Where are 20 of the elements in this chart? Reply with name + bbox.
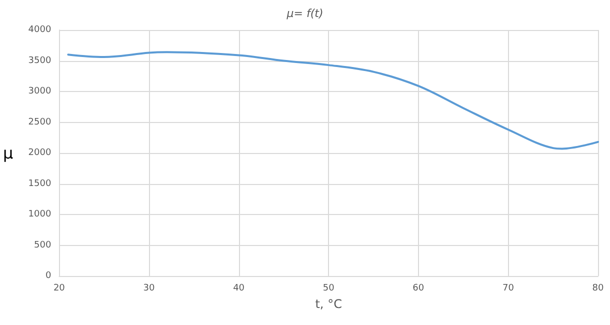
y-tick-label: 3500: [28, 56, 52, 66]
chart-title: μ= f(t): [286, 7, 324, 20]
x-tick-label: 70: [502, 284, 514, 294]
y-tick-label: 500: [34, 240, 52, 250]
x-tick-label: 50: [322, 284, 335, 294]
y-tick-label: 3000: [28, 86, 52, 96]
x-tick-label: 30: [143, 284, 155, 294]
y-axis-title: μ: [2, 144, 14, 162]
x-tick-label: 60: [412, 284, 424, 294]
x-tick-label: 40: [233, 284, 245, 294]
y-tick-label: 2500: [28, 117, 52, 128]
y-tick-label: 4000: [28, 25, 52, 35]
x-tick-label: 20: [53, 284, 66, 294]
x-axis-title: t, °C: [315, 297, 342, 311]
y-tick-label: 1000: [28, 210, 52, 220]
y-tick-label: 2000: [28, 148, 52, 158]
y-tick-label: 0: [45, 271, 52, 281]
line-series: [67, 51, 599, 150]
y-tick-label: 1500: [28, 178, 52, 189]
x-tick-label: 80: [592, 284, 604, 294]
